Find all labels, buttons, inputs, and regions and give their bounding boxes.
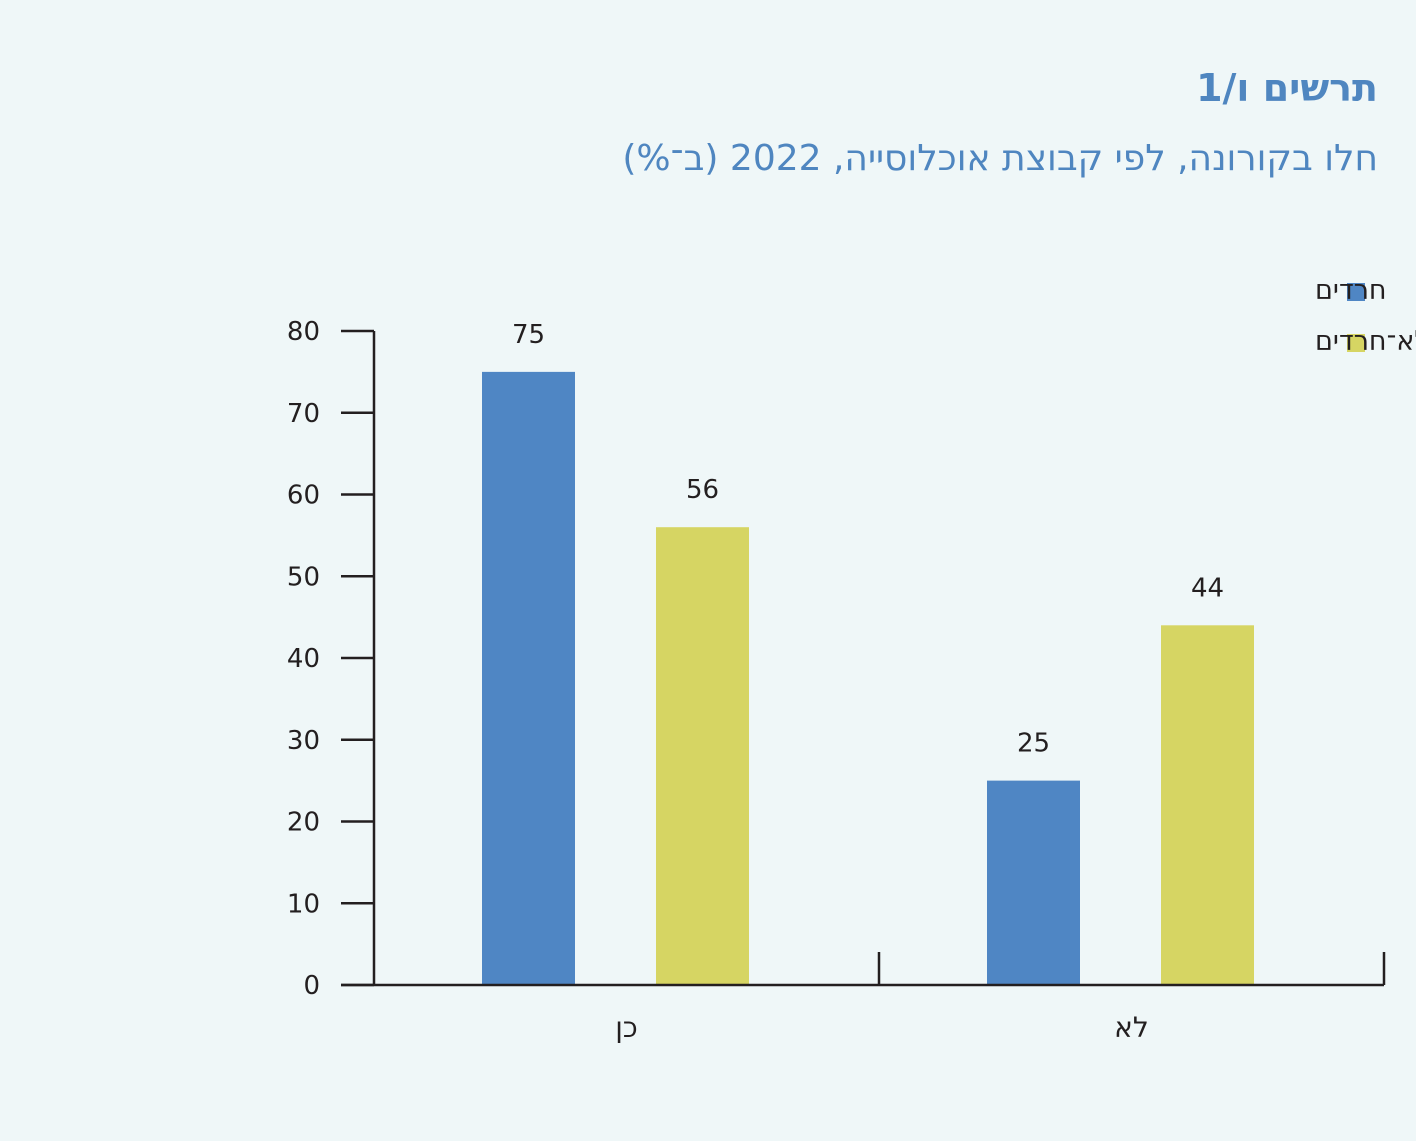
- y-axis: 0 10 20 30 40 50 60 70 80: [287, 317, 376, 1001]
- y-tick-label: 60: [287, 481, 320, 511]
- x-category-label: לא: [1114, 1011, 1149, 1044]
- bars: [482, 371, 1254, 985]
- data-label: 75: [512, 320, 545, 350]
- legend-swatch: [1347, 283, 1365, 301]
- legend-swatch: [1347, 334, 1365, 352]
- y-tick-label: 30: [287, 726, 320, 756]
- y-tick-label: 40: [287, 644, 320, 674]
- data-label: 44: [1191, 573, 1224, 603]
- y-tick-label: 50: [287, 562, 320, 592]
- y-tick-label: 70: [287, 399, 320, 429]
- bar: [482, 371, 575, 985]
- legend-label: יהודים לא־חרדים: [1315, 326, 1416, 357]
- legend-label: חרדים: [1315, 275, 1387, 306]
- chart-title: חלו בקורונה, לפי קבוצת אוכלוסייה, 2022 (…: [622, 138, 1378, 179]
- figure-number: תרשים ו/1: [1196, 66, 1378, 110]
- data-label: 25: [1017, 729, 1050, 759]
- x-category-label: כן: [615, 1011, 637, 1044]
- legend: חרדים יהודים לא־חרדים: [1315, 275, 1416, 357]
- y-tick-label: 10: [287, 889, 320, 919]
- y-tick-label: 20: [287, 808, 320, 838]
- bar: [656, 527, 749, 985]
- bar: [1161, 625, 1254, 985]
- value-labels: 75 56 25 44: [512, 320, 1224, 759]
- bar: [987, 780, 1080, 985]
- data-label: 56: [686, 475, 719, 505]
- y-tick-label: 80: [287, 317, 320, 347]
- x-axis: כן לא: [341, 952, 1386, 1044]
- y-tick-label: 0: [303, 971, 320, 1001]
